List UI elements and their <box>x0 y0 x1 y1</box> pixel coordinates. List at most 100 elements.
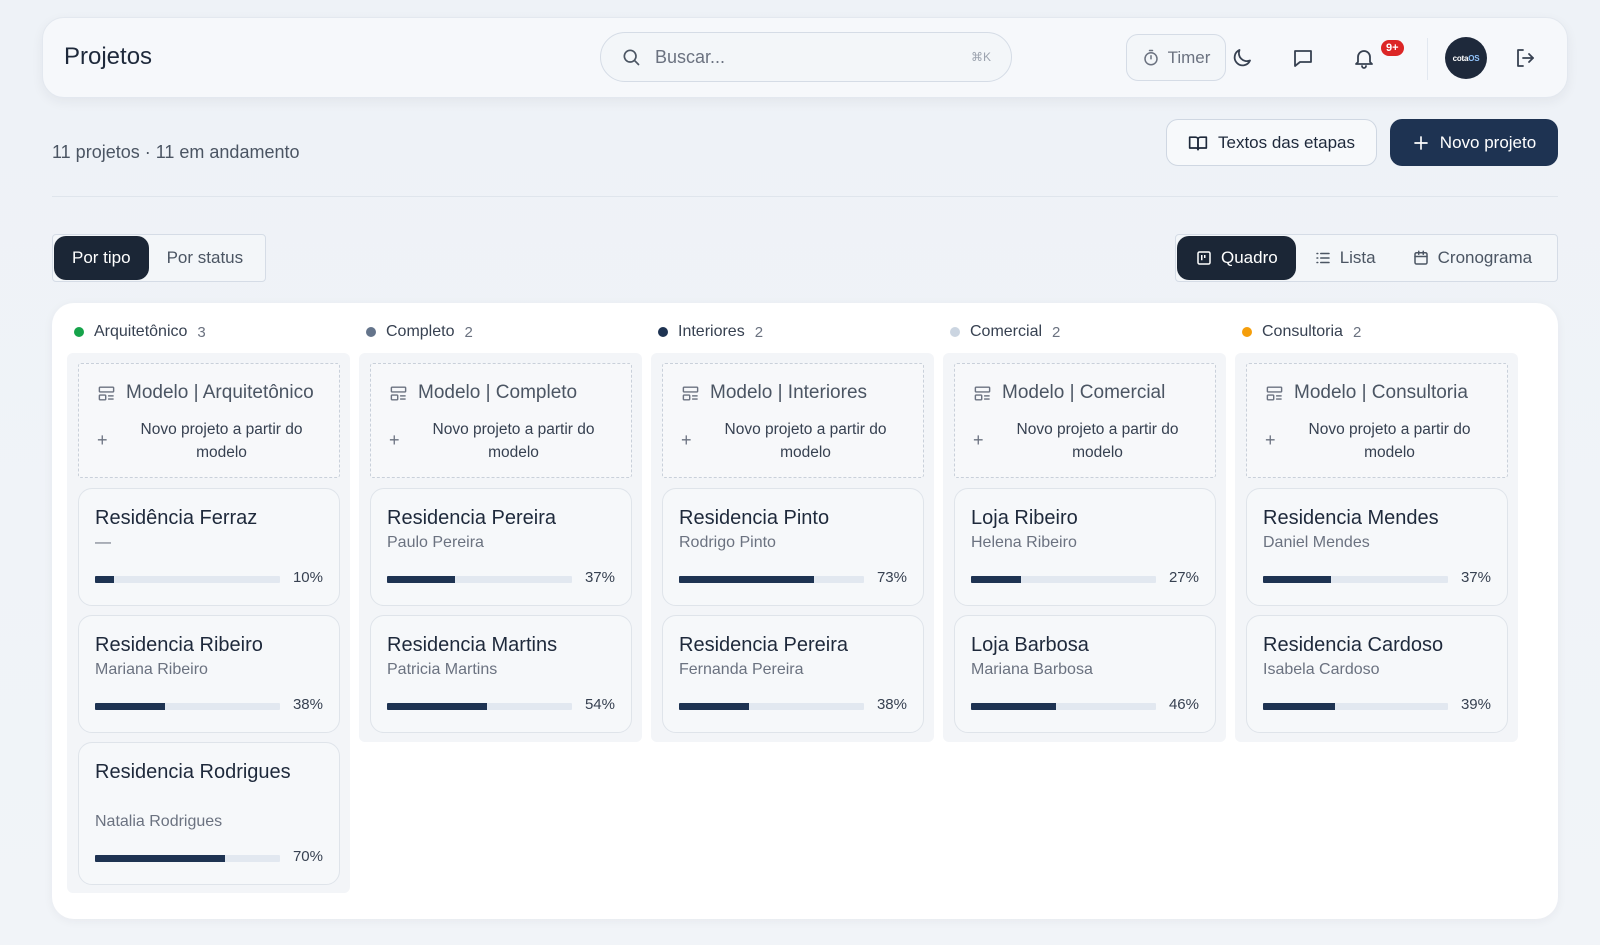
tab-by-status[interactable]: Por status <box>149 236 262 280</box>
template-card[interactable]: Modelo | Comercial + Novo projeto a part… <box>954 363 1216 478</box>
view-list[interactable]: Lista <box>1296 236 1394 280</box>
progress-percent: 38% <box>876 696 907 713</box>
chat-icon[interactable] <box>1291 46 1315 70</box>
column-color-dot <box>658 327 668 337</box>
progress-fill <box>95 855 225 862</box>
progress-fill <box>95 576 114 583</box>
column-header: Completo 2 <box>366 323 473 341</box>
template-title-text: Modelo | Interiores <box>710 382 868 403</box>
stopwatch-icon <box>1143 49 1158 65</box>
view-list-label: Lista <box>1339 248 1376 267</box>
calendar-icon <box>1413 250 1428 265</box>
project-card[interactable]: Loja Barbosa Mariana Barbosa 46% <box>954 615 1216 733</box>
column-count: 2 <box>1052 323 1061 341</box>
progress-bar <box>95 703 280 710</box>
template-title-text: Modelo | Comercial <box>1002 382 1166 403</box>
progress-percent: 38% <box>292 696 323 713</box>
project-client: Fernanda Pereira <box>679 661 804 678</box>
template-card[interactable]: Modelo | Interiores + Novo projeto a par… <box>662 363 924 478</box>
column-count: 2 <box>754 323 764 341</box>
tab-by-type-label: Por tipo <box>72 248 131 267</box>
column-color-dot <box>366 327 376 337</box>
template-subtitle: Novo projeto a partir do modelo <box>432 421 595 461</box>
template-title-text: Modelo | Consultoria <box>1294 382 1468 403</box>
progress-percent: 10% <box>292 569 323 586</box>
page-title: Projetos <box>64 43 153 70</box>
projects-summary: 11 projetos · 11 em andamento <box>52 142 300 162</box>
search-placeholder: Buscar... <box>655 47 726 67</box>
plus-icon: + <box>973 430 984 450</box>
column-count: 3 <box>197 323 206 341</box>
header-divider <box>1427 38 1428 80</box>
progress-percent: 46% <box>1168 696 1199 713</box>
template-subtitle: Novo projeto a partir do modelo <box>1308 421 1471 461</box>
project-card[interactable]: Residencia Rodrigues Natalia Rodrigues 7… <box>78 742 340 885</box>
template-title-text: Modelo | Completo <box>418 382 578 403</box>
project-card[interactable]: Residencia Pereira Paulo Pereira 37% <box>370 488 632 606</box>
project-name: Residencia Rodrigues <box>95 761 291 783</box>
search-input[interactable]: Buscar... ⌘K <box>600 32 1012 82</box>
template-card[interactable]: Modelo | Consultoria + Novo projeto a pa… <box>1246 363 1508 478</box>
template-icon <box>682 385 699 401</box>
project-card[interactable]: Residencia Mendes Daniel Mendes 37% <box>1246 488 1508 606</box>
search-icon <box>623 49 640 66</box>
bell-icon[interactable] <box>1352 46 1376 70</box>
progress-bar <box>679 703 864 710</box>
new-project-button[interactable]: Novo projeto <box>1390 119 1558 166</box>
progress-fill <box>387 576 456 583</box>
progress-fill <box>387 703 487 710</box>
project-card[interactable]: Residencia Martins Patricia Martins 54% <box>370 615 632 733</box>
stage-texts-button[interactable]: Textos das etapas <box>1166 119 1377 166</box>
project-card[interactable]: Residencia Ribeiro Mariana Ribeiro 38% <box>78 615 340 733</box>
project-name: Residencia Mendes <box>1263 507 1439 529</box>
progress-percent: 70% <box>292 848 323 865</box>
view-schedule[interactable]: Cronograma <box>1394 236 1551 280</box>
notification-badge: 9+ <box>1381 40 1404 56</box>
progress-fill <box>679 576 815 583</box>
column-header: Comercial 2 <box>950 323 1060 341</box>
template-icon <box>390 385 407 401</box>
project-name: Residencia Cardoso <box>1263 634 1444 656</box>
template-subtitle: Novo projeto a partir do modelo <box>724 421 887 461</box>
project-client: Daniel Mendes <box>1263 534 1370 551</box>
project-client: Mariana Ribeiro <box>95 661 208 678</box>
project-client: Patricia Martins <box>387 661 498 678</box>
progress-bar <box>95 855 280 862</box>
avatar-text-b: OS <box>1468 53 1480 63</box>
column-title: Arquitetônico <box>94 323 188 340</box>
top-bar: Projetos Buscar... ⌘K Timer 9+ cota OS <box>42 17 1568 98</box>
project-card[interactable]: Residencia Pereira Fernanda Pereira 38% <box>662 615 924 733</box>
list-icon <box>1315 252 1330 264</box>
column-title: Comercial <box>970 323 1043 340</box>
project-client: Paulo Pereira <box>387 534 484 551</box>
timer-button[interactable]: Timer <box>1126 34 1226 81</box>
project-card[interactable]: Residencia Pinto Rodrigo Pinto 73% <box>662 488 924 606</box>
project-client: Mariana Barbosa <box>971 661 1093 678</box>
column-count: 2 <box>464 323 473 341</box>
template-card[interactable]: Modelo | Arquitetônico + Novo projeto a … <box>78 363 340 478</box>
template-title: Modelo | Comercial <box>973 382 1165 404</box>
view-board[interactable]: Quadro <box>1177 236 1296 280</box>
project-name: Loja Ribeiro <box>971 507 1078 529</box>
column-body: Modelo | Consultoria + Novo projeto a pa… <box>1235 353 1518 742</box>
progress-percent: 37% <box>584 569 615 586</box>
project-card[interactable]: Loja Ribeiro Helena Ribeiro 27% <box>954 488 1216 606</box>
column-header: Consultoria 2 <box>1242 323 1361 341</box>
project-card[interactable]: Residência Ferraz — 10% <box>78 488 340 606</box>
logout-icon[interactable] <box>1513 46 1537 70</box>
avatar[interactable]: cota OS <box>1445 37 1487 79</box>
tab-by-type[interactable]: Por tipo <box>54 236 149 280</box>
column-color-dot <box>74 327 84 337</box>
progress-bar <box>971 703 1156 710</box>
avatar-text-a: cota <box>1452 53 1469 63</box>
progress-percent: 54% <box>584 696 615 713</box>
view-schedule-label: Cronograma <box>1437 248 1533 267</box>
template-subtitle: Novo projeto a partir do modelo <box>140 421 303 461</box>
template-card[interactable]: Modelo | Completo + Novo projeto a parti… <box>370 363 632 478</box>
progress-fill <box>679 703 750 710</box>
template-title: Modelo | Interiores <box>681 382 867 404</box>
project-card[interactable]: Residencia Cardoso Isabela Cardoso 39% <box>1246 615 1508 733</box>
column-color-dot <box>1242 327 1252 337</box>
plus-icon <box>1413 135 1428 150</box>
moon-icon[interactable] <box>1230 46 1254 70</box>
